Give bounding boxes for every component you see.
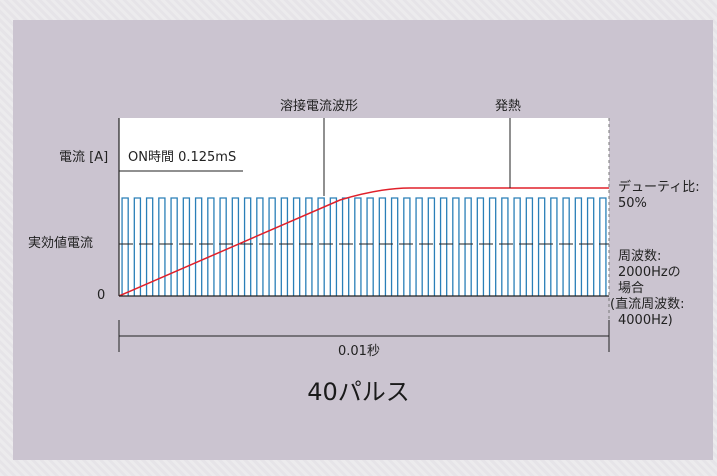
pulse xyxy=(366,197,374,296)
plot-area xyxy=(119,118,609,296)
heat-curve xyxy=(118,187,609,297)
pulse xyxy=(427,197,436,296)
heat-label: 発熱 xyxy=(495,99,522,114)
pulse xyxy=(390,197,399,296)
pulse xyxy=(305,197,313,296)
freq-label-line5: 4000Hz) xyxy=(618,313,673,328)
pulse-train xyxy=(121,197,607,296)
pulse xyxy=(378,197,387,296)
pulse xyxy=(133,197,142,296)
duty-label-line2: 50% xyxy=(618,196,647,211)
pulse xyxy=(525,197,534,296)
pulse xyxy=(170,197,178,296)
pulse xyxy=(194,197,203,296)
pulse xyxy=(574,197,583,296)
pulse xyxy=(292,197,301,296)
effective-current-label: 実効値電流 xyxy=(28,236,94,251)
pulse xyxy=(452,197,460,296)
pulse xyxy=(268,197,276,296)
pulse xyxy=(207,197,215,296)
freq-label-line1: 周波数: xyxy=(618,249,662,264)
pulse xyxy=(476,197,485,296)
pulse xyxy=(329,197,338,296)
pulse xyxy=(586,197,595,296)
welding-waveform-label: 溶接電流波形 xyxy=(280,99,359,114)
pulse xyxy=(403,197,411,296)
freq-label-line4: (直流周波数: xyxy=(610,297,685,312)
pulse xyxy=(145,197,154,296)
freq-label-line2: 2000Hzの xyxy=(618,265,681,280)
pulse xyxy=(562,197,570,296)
pulse xyxy=(513,197,521,296)
pulse xyxy=(121,197,129,296)
pulse xyxy=(415,197,423,296)
pulse xyxy=(158,197,166,296)
duration-label: 0.01秒 xyxy=(338,344,380,359)
pulse-count-title: 40パルス xyxy=(307,378,410,406)
pulse xyxy=(599,197,607,296)
pulse xyxy=(439,197,448,296)
pulse xyxy=(280,197,289,296)
current-axis-label: 電流 [A] xyxy=(59,150,109,165)
pulse xyxy=(243,197,252,296)
duty-label-line1: デューティ比: xyxy=(618,180,700,195)
pulse xyxy=(256,197,264,296)
pulse xyxy=(537,197,546,296)
pulse xyxy=(317,197,325,296)
pulse xyxy=(354,197,362,296)
zero-label: 0 xyxy=(97,288,106,303)
freq-label-line3: 場合 xyxy=(618,281,645,296)
pulse xyxy=(501,197,509,296)
pulse xyxy=(464,197,472,296)
on-time-label: ON時間 0.125mS xyxy=(128,150,237,165)
pulse xyxy=(182,197,191,296)
pulse xyxy=(550,197,558,296)
pulse xyxy=(488,197,497,296)
pulse xyxy=(219,197,227,296)
